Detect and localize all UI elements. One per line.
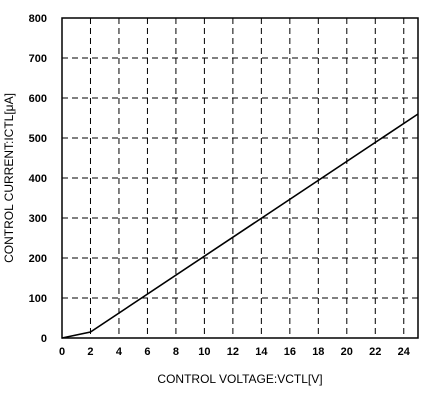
x-tick-label: 2	[87, 346, 93, 358]
x-tick-label: 16	[284, 346, 296, 358]
y-tick-label: 500	[29, 133, 47, 145]
series-line	[61, 113, 419, 339]
x-axis-label: CONTROL VOLTAGE:VCTL[V]	[157, 372, 322, 386]
x-tick-label: 10	[198, 346, 210, 358]
x-tick-label: 24	[398, 346, 411, 358]
y-tick-label: 300	[29, 213, 47, 225]
x-tick-labels: 0 2 4 6 8 10 12 14 16 18 20 22 24	[59, 346, 411, 358]
y-tick-label: 800	[29, 13, 47, 25]
grid	[62, 18, 418, 338]
x-tick-label: 12	[227, 346, 239, 358]
x-tick-label: 6	[144, 346, 150, 358]
x-tick-label: 4	[116, 346, 123, 358]
x-tick-label: 8	[173, 346, 179, 358]
y-tick-label: 200	[29, 253, 47, 265]
y-tick-labels: 0 100 200 300 400 500 600 700 800	[29, 13, 47, 345]
series-group	[61, 113, 419, 339]
y-tick-label: 700	[29, 53, 47, 65]
x-tick-label: 22	[369, 346, 381, 358]
y-tick-label: 600	[29, 93, 47, 105]
x-tick-label: 18	[312, 346, 324, 358]
y-tick-label: 0	[41, 333, 47, 345]
y-axis-label: CONTROL CURRENT:ICTL[μA]	[2, 93, 16, 263]
plot-frame	[61, 17, 419, 339]
x-tick-label: 0	[59, 346, 65, 358]
y-tick-label: 100	[29, 293, 47, 305]
x-tick-label: 20	[341, 346, 353, 358]
x-tick-label: 14	[255, 346, 268, 358]
y-tick-label: 400	[29, 173, 47, 185]
